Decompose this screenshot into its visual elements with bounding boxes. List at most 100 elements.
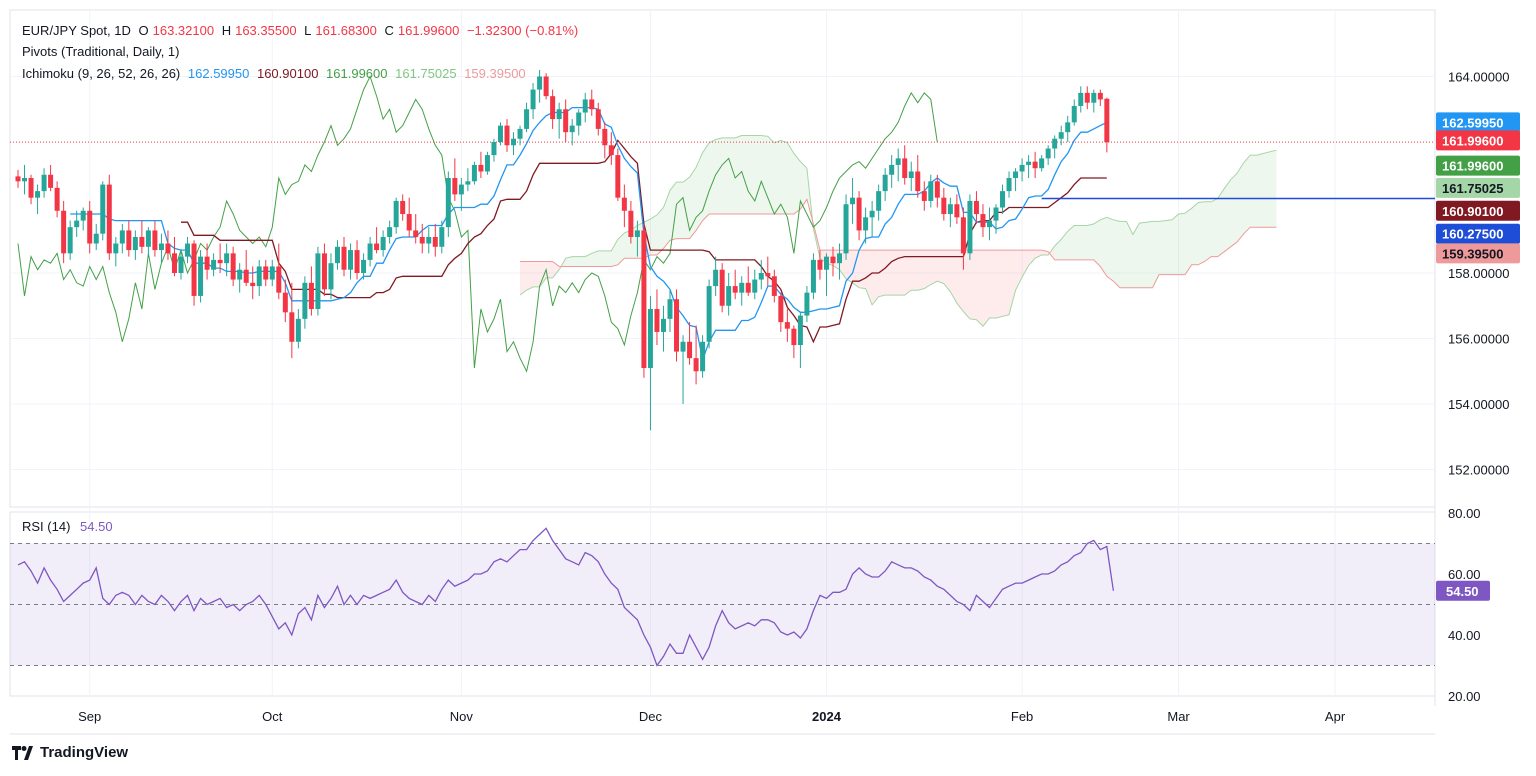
cloud-segment [1217,188,1225,257]
candle [856,191,862,241]
candle-body [693,358,699,372]
candle-body [641,230,647,368]
candle [211,253,217,277]
candle [308,266,314,316]
candle [400,194,406,221]
candle-body [1071,105,1077,123]
rsi-legend[interactable]: RSI (14) 54.50 [22,519,113,534]
candle-body [980,214,986,228]
cloud-segment [715,137,723,215]
candle [1052,135,1058,159]
candle-body [993,207,999,221]
candle [250,266,256,300]
candle-body [869,210,875,218]
candle-body [185,243,191,257]
open-label: O 163.32100 [139,23,215,38]
candle [967,194,973,260]
candle [237,263,243,293]
candle [380,230,386,257]
candle-body [765,273,771,277]
candle-body [667,299,673,319]
pivots-legend[interactable]: Pivots (Traditional, Daily, 1) [22,44,184,59]
rsi-value-badge: 54.50 [1436,580,1490,601]
cloud-segment [754,135,762,215]
candle [1058,125,1064,146]
candle-body [921,191,927,201]
candle [139,220,145,254]
candle-body [74,220,80,228]
cloud-segment [859,250,866,289]
cloud-segment [996,250,1003,319]
cloud-segment [1256,153,1264,228]
candle [439,220,445,254]
candle [556,102,562,139]
candle-body [139,236,145,247]
cloud-segment [1139,222,1146,288]
cloud-segment [911,250,918,291]
candle-body [537,76,543,90]
cloud-segment [676,182,684,239]
candle [837,243,843,280]
candle [217,243,223,273]
ichimoku-legend[interactable]: Ichimoku (9, 26, 52, 26, 26) 162.59950 1… [22,66,530,81]
cloud-segment [865,250,873,305]
candle-body [1091,92,1097,103]
price-scale-badge: 161.99600 [1436,130,1520,151]
candle-body [700,341,706,372]
candle-body [387,227,393,237]
cloud-segment [1022,250,1029,278]
tradingview-logo[interactable]: TradingView [12,744,128,761]
candle-body [132,236,138,251]
candle [1039,155,1045,172]
price-scale-badge-bg [1436,130,1520,151]
candle [348,243,354,280]
candle-body [1097,92,1103,100]
candle-body [458,184,464,195]
cloud-segment [1230,173,1238,247]
candle-body [967,200,973,254]
candle-body [569,125,575,133]
candle [35,184,41,215]
candle-body [276,266,282,293]
candle-body [426,236,432,244]
cloud-segment [1172,214,1179,275]
cloud-segment [852,250,860,288]
cloud-segment [1119,221,1127,288]
candle-body [289,312,295,342]
candle-body [843,204,849,254]
cloud-segment [885,250,892,296]
candle-body [113,243,119,254]
cloud-segment [728,137,736,215]
cloud-segment [989,250,996,319]
candle [608,132,614,165]
candle [367,236,373,267]
candle [517,125,523,146]
cloud-segment [904,250,912,296]
candle-body [719,269,725,306]
cloud-segment [578,256,586,267]
rsi-tick-label: 40.00 [1448,628,1481,643]
cloud-segment [1269,150,1277,228]
candle [243,250,249,287]
price-tick-label: 158.00000 [1448,266,1509,281]
cloud-segment [1100,217,1107,277]
cloud-segment [1198,201,1205,265]
candle [282,279,288,323]
o-letter: O [138,23,149,38]
candle [745,266,751,296]
cloud-segment [696,152,703,231]
candle-body [126,230,132,251]
candle-body [224,253,230,264]
candle-body [713,269,719,287]
price-scale-badge: 159.39500 [1436,243,1520,264]
candle [667,289,673,332]
candle [54,181,60,218]
cloud-segment [1132,223,1140,288]
rsi-tick-label: 60.00 [1448,567,1481,582]
cloud-segment [1185,208,1192,275]
candle-body [87,210,93,244]
symbol-title[interactable]: EUR/JPY Spot, 1D [22,23,131,38]
candle [321,243,327,296]
candle-body [732,286,738,293]
